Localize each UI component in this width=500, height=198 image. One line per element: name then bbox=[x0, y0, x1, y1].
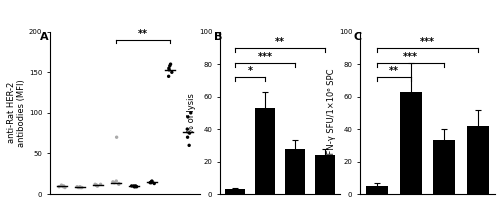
Point bbox=[112, 179, 120, 183]
Bar bbox=[256, 108, 275, 194]
Point bbox=[93, 184, 101, 188]
Point bbox=[147, 180, 155, 183]
Point bbox=[132, 185, 140, 188]
Y-axis label: % of lysis: % of lysis bbox=[187, 93, 196, 133]
Point bbox=[166, 63, 174, 66]
Point bbox=[77, 186, 85, 189]
Point bbox=[73, 185, 81, 188]
Point bbox=[187, 111, 195, 114]
Text: *: * bbox=[248, 66, 252, 76]
Point bbox=[166, 64, 174, 67]
Point bbox=[150, 182, 158, 185]
Point bbox=[132, 184, 140, 188]
Point bbox=[60, 184, 68, 188]
Point bbox=[184, 136, 192, 139]
Point bbox=[76, 185, 84, 188]
Point bbox=[115, 183, 123, 186]
Text: **: ** bbox=[389, 66, 399, 76]
Point bbox=[58, 184, 66, 188]
Point bbox=[109, 180, 117, 183]
Point bbox=[112, 136, 120, 139]
Point bbox=[131, 185, 139, 188]
Point bbox=[130, 184, 138, 188]
Point bbox=[78, 186, 86, 189]
Point bbox=[165, 68, 173, 71]
Point bbox=[185, 144, 193, 147]
Point bbox=[130, 185, 138, 188]
Text: **: ** bbox=[138, 29, 148, 39]
Y-axis label: anti-Rat HER-2
antibodies (MFI): anti-Rat HER-2 antibodies (MFI) bbox=[6, 79, 26, 147]
Text: C: C bbox=[354, 32, 362, 42]
Point bbox=[186, 131, 194, 135]
Point bbox=[147, 181, 155, 184]
Bar bbox=[315, 155, 334, 194]
Point bbox=[58, 184, 66, 187]
Text: B: B bbox=[214, 32, 222, 42]
Bar bbox=[285, 148, 304, 194]
Point bbox=[115, 182, 123, 185]
Bar bbox=[434, 140, 455, 194]
Point bbox=[128, 184, 136, 188]
Point bbox=[168, 71, 176, 74]
Point bbox=[92, 184, 100, 187]
Point bbox=[92, 184, 100, 187]
Point bbox=[184, 115, 192, 118]
Text: ***: *** bbox=[420, 37, 435, 47]
Point bbox=[96, 183, 104, 186]
Point bbox=[74, 186, 82, 189]
Text: **: ** bbox=[275, 37, 285, 47]
Point bbox=[165, 67, 173, 70]
Bar bbox=[400, 92, 421, 194]
Point bbox=[164, 75, 172, 78]
Text: ***: *** bbox=[403, 52, 418, 62]
Point bbox=[184, 128, 192, 131]
Y-axis label: IFN-γ SFU/1×10⁶ SPC: IFN-γ SFU/1×10⁶ SPC bbox=[327, 69, 336, 157]
Bar bbox=[366, 186, 388, 194]
Point bbox=[110, 181, 118, 184]
Point bbox=[146, 181, 154, 184]
Point bbox=[55, 185, 63, 188]
Text: A: A bbox=[40, 32, 49, 42]
Point bbox=[148, 179, 156, 183]
Point bbox=[148, 180, 156, 183]
Point bbox=[94, 184, 102, 188]
Bar bbox=[467, 126, 489, 194]
Point bbox=[76, 186, 84, 189]
Point bbox=[61, 186, 69, 189]
Point bbox=[60, 185, 68, 188]
Text: ***: *** bbox=[258, 52, 272, 62]
Point bbox=[91, 183, 99, 186]
Bar bbox=[226, 189, 245, 194]
